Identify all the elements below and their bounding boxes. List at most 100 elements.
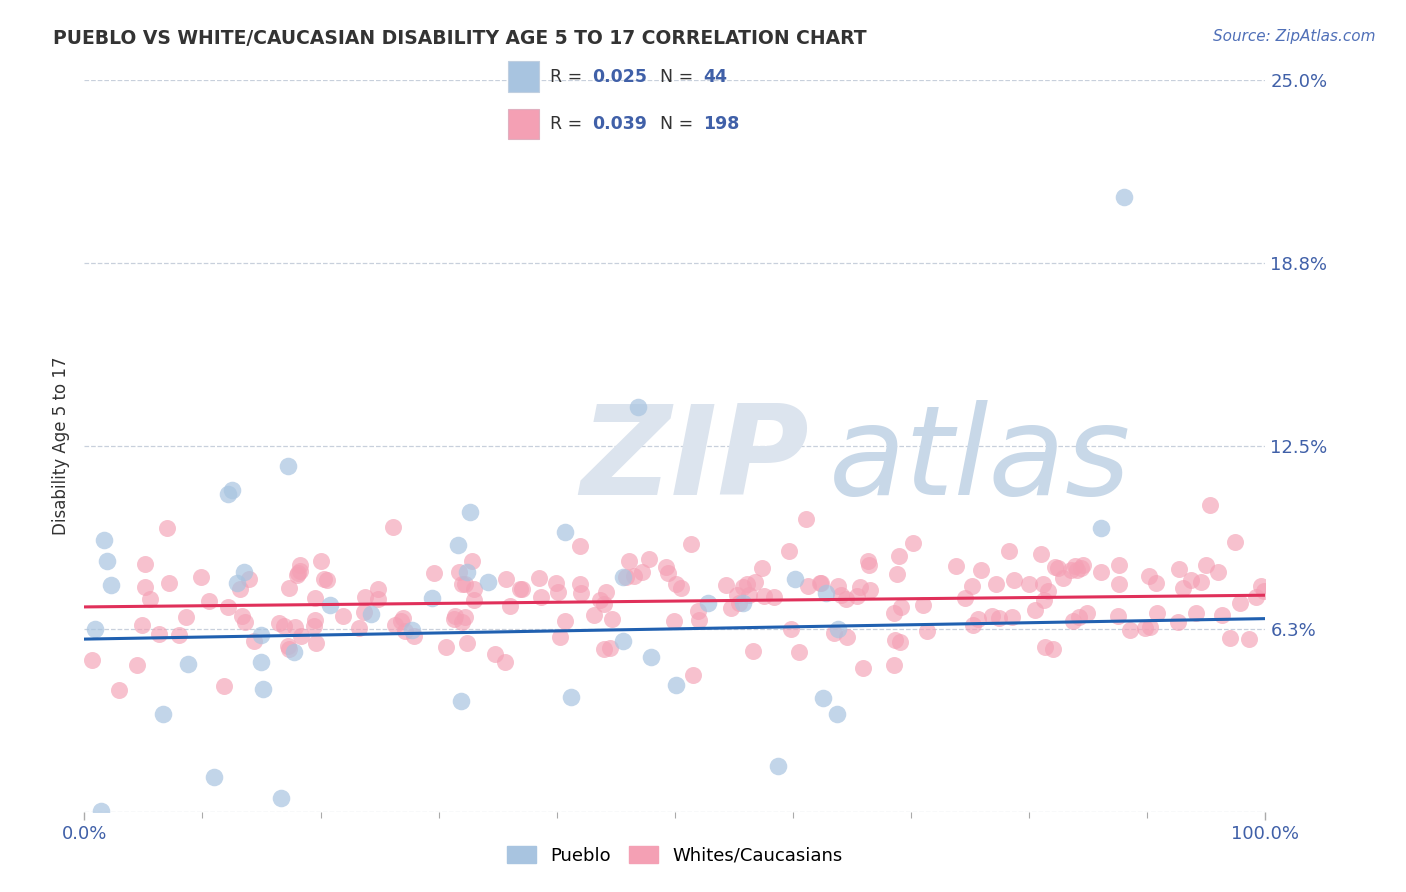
Point	[1018, 576, 1040, 591]
Point	[277, 639, 299, 653]
Point	[401, 624, 423, 638]
Point	[640, 649, 662, 664]
Point	[1194, 558, 1216, 573]
Point	[458, 505, 481, 519]
Text: 0.039: 0.039	[592, 115, 647, 133]
Point	[1033, 640, 1056, 654]
Point	[225, 576, 247, 591]
Point	[134, 557, 156, 571]
Point	[1199, 498, 1222, 512]
Text: R =: R =	[550, 115, 588, 133]
FancyBboxPatch shape	[509, 62, 540, 92]
Point	[1208, 565, 1230, 579]
Point	[737, 577, 759, 591]
Point	[1171, 581, 1194, 595]
Point	[1189, 575, 1212, 590]
Point	[499, 599, 522, 614]
Point	[1133, 621, 1156, 635]
Point	[212, 680, 235, 694]
Point	[1108, 558, 1130, 572]
Point	[1066, 563, 1088, 577]
Point	[1067, 609, 1090, 624]
Point	[1060, 563, 1083, 577]
Point	[1052, 571, 1074, 585]
Point	[443, 612, 465, 626]
Point	[90, 869, 112, 883]
Point	[714, 578, 737, 592]
Point	[456, 565, 478, 579]
Point	[1062, 614, 1084, 628]
Point	[367, 592, 389, 607]
Point	[477, 574, 499, 589]
Point	[1139, 620, 1161, 634]
Point	[444, 609, 467, 624]
Point	[454, 610, 477, 624]
Point	[284, 620, 307, 634]
Point	[484, 647, 506, 661]
Point	[1146, 606, 1168, 620]
Point	[1211, 607, 1233, 622]
Point	[823, 626, 845, 640]
Point	[751, 561, 773, 575]
Point	[856, 554, 879, 568]
Point	[998, 544, 1021, 558]
Point	[827, 622, 849, 636]
Point	[1108, 576, 1130, 591]
Legend: Pueblo, Whites/Caucasians: Pueblo, Whites/Caucasians	[508, 846, 842, 865]
Point	[270, 791, 292, 805]
Text: R =: R =	[550, 68, 588, 86]
FancyBboxPatch shape	[509, 109, 540, 139]
Point	[80, 653, 103, 667]
Text: N =: N =	[659, 115, 699, 133]
Point	[319, 598, 342, 612]
Point	[546, 575, 568, 590]
Point	[887, 549, 910, 563]
Point	[231, 609, 253, 624]
Point	[912, 598, 935, 612]
Point	[664, 614, 686, 628]
Point	[176, 609, 198, 624]
Point	[738, 588, 761, 602]
Point	[960, 579, 983, 593]
Point	[1036, 584, 1059, 599]
Point	[1119, 623, 1142, 637]
Point	[779, 623, 801, 637]
Point	[890, 600, 912, 615]
Point	[1180, 573, 1202, 587]
Point	[602, 612, 624, 626]
Point	[100, 578, 122, 592]
Text: PUEBLO VS WHITE/CAUCASIAN DISABILITY AGE 5 TO 17 CORRELATION CHART: PUEBLO VS WHITE/CAUCASIAN DISABILITY AGE…	[53, 29, 868, 47]
Point	[1168, 562, 1191, 576]
Point	[217, 600, 239, 615]
Point	[447, 538, 470, 552]
Point	[353, 605, 375, 619]
Point	[1246, 590, 1268, 604]
Point	[697, 596, 720, 610]
Text: ZIP: ZIP	[581, 401, 808, 521]
Point	[463, 593, 485, 607]
Point	[267, 616, 290, 631]
Point	[778, 543, 800, 558]
Point	[679, 536, 702, 550]
Point	[1032, 592, 1054, 607]
Point	[1137, 569, 1160, 583]
Point	[984, 576, 1007, 591]
Point	[229, 582, 252, 596]
Point	[568, 539, 591, 553]
Point	[463, 582, 485, 596]
Point	[657, 566, 679, 580]
Point	[152, 707, 174, 722]
Point	[392, 611, 415, 625]
Point	[127, 658, 149, 673]
Point	[290, 564, 312, 578]
Point	[797, 579, 820, 593]
Point	[763, 590, 786, 604]
Point	[316, 573, 339, 587]
Point	[384, 617, 406, 632]
Point	[883, 606, 905, 620]
Point	[589, 592, 612, 607]
Point	[554, 614, 576, 628]
Point	[980, 608, 1002, 623]
Point	[93, 533, 115, 547]
Y-axis label: Disability Age 5 to 17: Disability Age 5 to 17	[52, 357, 70, 535]
